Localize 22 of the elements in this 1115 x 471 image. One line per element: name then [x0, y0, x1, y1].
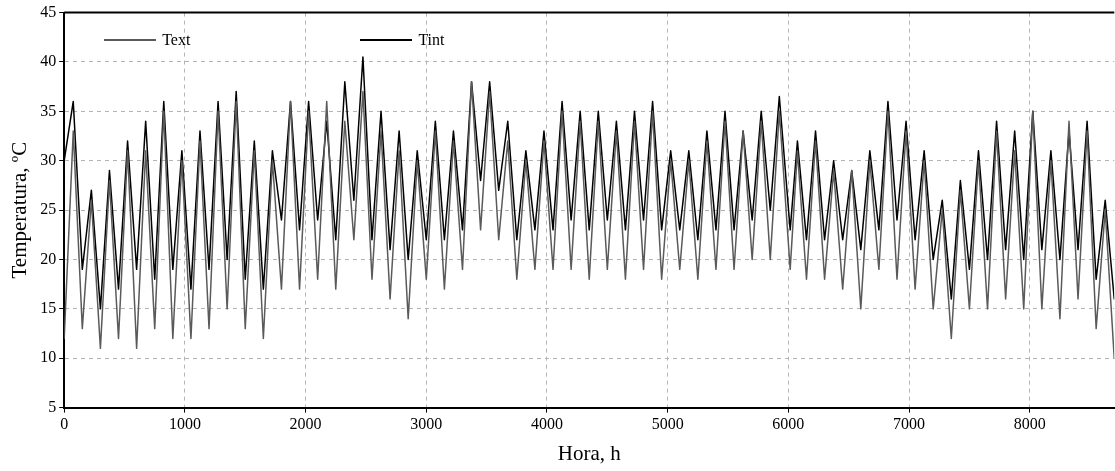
y-tick-label: 25 [40, 200, 57, 218]
y-axis-title: Temperatura, ºC [7, 141, 32, 279]
x-tick-label: 3000 [410, 415, 443, 433]
x-tick-label: 7000 [893, 415, 926, 433]
x-tick-label: 0 [60, 415, 69, 433]
y-tick-label: 35 [40, 101, 57, 119]
x-axis-title: Hora, h [557, 440, 622, 465]
y-tick-label: 30 [40, 150, 57, 168]
y-tick-label: 20 [40, 249, 57, 267]
y-tick-label: 15 [40, 299, 57, 317]
x-tick-label: 4000 [530, 415, 563, 433]
y-tick-label: 10 [40, 348, 57, 366]
x-tick-label: 1000 [168, 415, 201, 433]
y-tick-label: 40 [40, 52, 57, 70]
legend-label: Text [162, 30, 191, 49]
x-tick-label: 8000 [1013, 415, 1046, 433]
y-tick-label: 45 [40, 2, 57, 20]
x-tick-label: 2000 [289, 415, 322, 433]
x-tick-label: 5000 [651, 415, 684, 433]
y-tick-label: 5 [48, 397, 57, 415]
legend-label: Tint [418, 30, 445, 49]
x-tick-label: 6000 [772, 415, 805, 433]
